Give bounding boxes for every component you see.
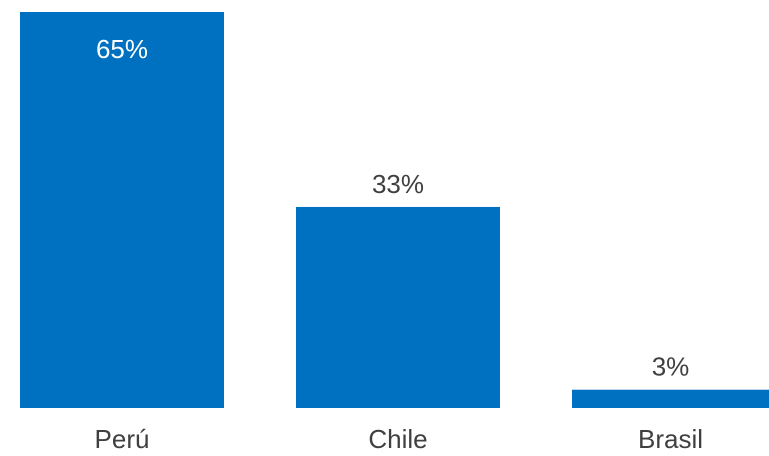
category-label-chile: Chile [368,424,427,454]
data-label-brasil: 3% [652,352,690,382]
category-labels-group: Perú Chile Brasil [95,424,703,454]
data-label-peru: 65% [96,34,148,64]
bar-brasil [572,389,769,408]
data-label-chile: 33% [372,169,424,199]
bar-peru [20,12,224,408]
data-labels-group: 65% 33% 3% [96,34,689,382]
category-label-peru: Perú [95,424,150,454]
bars-group [20,12,769,408]
category-label-brasil: Brasil [638,424,703,454]
bar-chile [296,206,500,408]
